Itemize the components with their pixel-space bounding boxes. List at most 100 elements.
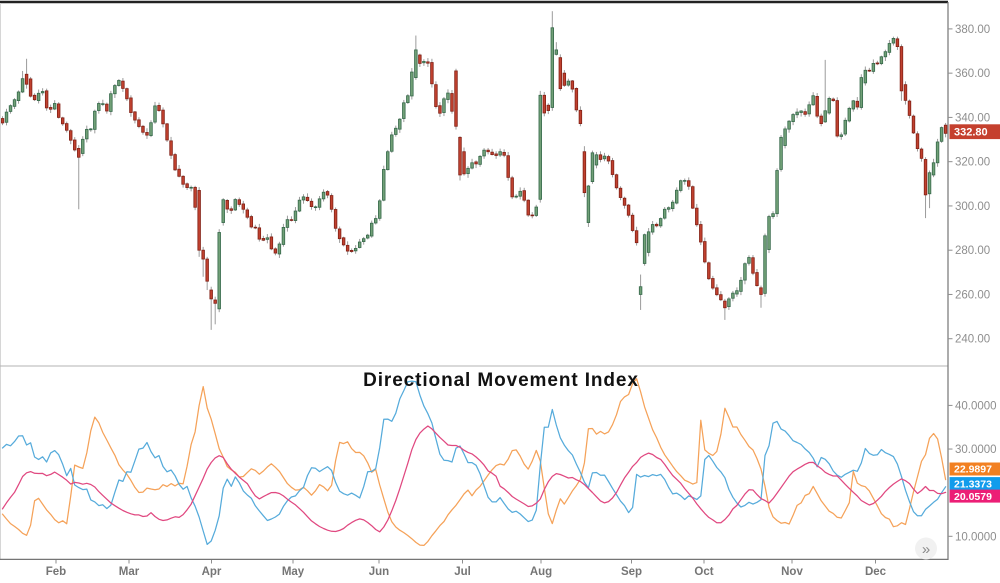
- candle-down: [229, 208, 233, 211]
- candle-up: [317, 198, 322, 208]
- candle-down: [181, 175, 185, 185]
- candle-down: [570, 80, 575, 90]
- dmi-indicator-pane[interactable]: [1, 378, 947, 547]
- month-label: Aug: [530, 566, 552, 578]
- candle-down: [506, 155, 510, 178]
- candle-down: [462, 151, 466, 175]
- candle-up: [863, 69, 868, 84]
- candle-up: [787, 120, 791, 130]
- candle-down: [691, 186, 695, 209]
- candle-down: [574, 88, 579, 111]
- candle-up: [366, 234, 370, 239]
- candle-up: [422, 61, 426, 64]
- candle-up: [851, 100, 855, 110]
- candle-up: [646, 231, 651, 253]
- dmi-line-di: [1, 378, 947, 547]
- candle-up: [743, 263, 747, 281]
- candle-down: [28, 78, 33, 97]
- candle-up: [671, 201, 675, 209]
- candle-down: [719, 294, 723, 301]
- candle-down: [819, 115, 823, 125]
- candle-down: [438, 105, 442, 114]
- candle-down: [434, 84, 438, 107]
- candle-down: [273, 248, 278, 254]
- candle-down: [835, 100, 839, 137]
- candle-down: [32, 94, 37, 101]
- candle-up: [554, 49, 559, 55]
- candle-down: [209, 289, 213, 300]
- candle-up: [442, 98, 446, 113]
- candle-up: [871, 63, 876, 72]
- candle-down: [458, 136, 462, 176]
- candle-down: [165, 123, 169, 141]
- candle-up: [602, 155, 607, 160]
- candle-up: [590, 152, 595, 182]
- candle-down: [907, 100, 912, 116]
- candle-down: [855, 100, 860, 108]
- candle-up: [97, 103, 101, 111]
- candle-down: [253, 226, 258, 229]
- candle-up: [538, 94, 542, 200]
- candle-up: [807, 104, 811, 115]
- candle-down: [60, 117, 65, 125]
- candle-up: [321, 191, 326, 200]
- candle-down: [454, 70, 458, 127]
- price-tick-label: 300.00: [955, 201, 990, 213]
- month-label: Feb: [46, 566, 66, 578]
- candle-up: [4, 111, 9, 123]
- scroll-right-button[interactable]: »: [915, 537, 937, 560]
- candle-down: [474, 161, 478, 165]
- price-tick-label: 240.00: [955, 334, 990, 346]
- candle-down: [943, 124, 948, 134]
- candle-up: [217, 232, 221, 310]
- candle-up: [52, 103, 57, 110]
- candle-up: [642, 234, 647, 264]
- candle-down: [245, 209, 250, 218]
- candle-up: [85, 128, 89, 140]
- candle-up: [109, 93, 113, 112]
- candle-up: [927, 172, 932, 195]
- month-label: Mar: [119, 566, 140, 578]
- dmi-line-di: [1, 380, 947, 546]
- candle-down: [241, 203, 245, 210]
- candle-down: [261, 238, 266, 241]
- candle-up: [8, 105, 13, 112]
- candle-up: [89, 128, 93, 131]
- dmi-value-badge: [949, 489, 1000, 503]
- candle-up: [594, 154, 599, 166]
- candle-down: [201, 249, 205, 260]
- candle-down: [715, 287, 719, 296]
- candle-down: [490, 151, 494, 155]
- dmi-tick-label: 30.0000: [955, 444, 997, 456]
- candle-up: [935, 141, 940, 164]
- candle-up: [394, 127, 398, 135]
- candle-down: [137, 119, 141, 127]
- dmi-value-badge: [949, 462, 1000, 476]
- candle-down: [73, 139, 77, 151]
- candlestick-pane[interactable]: [0, 11, 948, 330]
- candle-down: [486, 149, 490, 153]
- candle-up: [277, 243, 282, 255]
- candle-down: [289, 219, 294, 221]
- candle-down: [161, 109, 165, 125]
- candle-up: [36, 92, 41, 101]
- chevron-double-right-icon: »: [922, 541, 930, 558]
- candle-down: [546, 104, 550, 111]
- candle-up: [823, 110, 827, 123]
- candle-down: [899, 46, 904, 92]
- candle-down: [133, 111, 137, 121]
- candle-down: [0, 118, 5, 124]
- candle-up: [93, 110, 97, 130]
- candle-up: [891, 38, 896, 44]
- candle-down: [329, 195, 334, 210]
- candle-down: [349, 250, 354, 252]
- candle-up: [662, 208, 667, 219]
- candle-up: [779, 136, 783, 170]
- candle-up: [727, 298, 731, 308]
- candle-down: [173, 154, 177, 171]
- candle-up: [679, 180, 683, 191]
- candle-down: [197, 190, 201, 251]
- candle-up: [478, 155, 482, 165]
